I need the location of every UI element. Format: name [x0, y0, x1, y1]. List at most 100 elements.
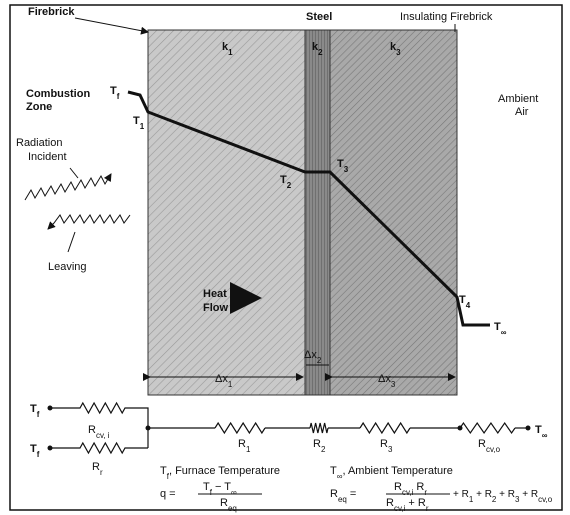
text-part: T — [459, 294, 466, 306]
subscript: eq — [338, 495, 347, 504]
subscript: f — [37, 450, 40, 459]
label: Δx2 — [304, 349, 322, 365]
equation: Rcv,i + Rr — [386, 497, 429, 513]
wire — [214, 421, 266, 435]
text-part: + R — [453, 489, 469, 500]
label: Δx1 — [215, 373, 233, 389]
temperature-profile — [127, 90, 490, 327]
steel-layer — [304, 29, 331, 396]
node — [47, 405, 53, 411]
subscript: 4 — [466, 301, 471, 310]
text-part: R — [380, 438, 388, 450]
text-part: T — [110, 85, 117, 97]
label: k1 — [222, 41, 233, 57]
subscript: cv,o — [486, 445, 501, 454]
label: Rr — [92, 461, 103, 477]
equation: Rcv,i Rr — [394, 481, 427, 497]
text-part: k — [222, 41, 229, 53]
text-part: Δx — [304, 349, 317, 361]
label: Insulating Firebrick — [400, 11, 493, 23]
text-part: R — [386, 497, 394, 509]
frame — [9, 4, 563, 511]
subscript: f — [37, 410, 40, 419]
subscript: r — [426, 504, 429, 513]
text-part: R — [330, 488, 338, 500]
wire — [50, 441, 148, 455]
text-part: R — [220, 497, 228, 509]
text-part: + R — [405, 497, 426, 509]
label: Firebrick — [28, 6, 75, 18]
label: k2 — [312, 41, 323, 57]
wire — [309, 422, 329, 434]
incident-wave — [24, 173, 112, 201]
subscript: 1 — [228, 380, 233, 389]
text-part: R — [238, 438, 246, 450]
equation: Req — [220, 497, 237, 513]
label: k3 — [390, 41, 401, 57]
label: Incident — [28, 151, 67, 163]
equation: + R1 + R2 + R3 + Rcv,o — [453, 489, 553, 504]
subscript: 2 — [321, 445, 326, 454]
subscript: f — [117, 92, 120, 101]
label: T2 — [280, 174, 292, 190]
subscript: 3 — [515, 495, 520, 504]
subscript: ∞ — [501, 328, 507, 337]
legend: Tf, Furnace Temperature — [160, 465, 280, 481]
text-part: k — [312, 41, 319, 53]
text-part: T — [133, 115, 140, 127]
text-part: + R — [496, 489, 515, 500]
text-part: R — [478, 438, 486, 450]
label: T4 — [459, 294, 471, 310]
text-part: T — [330, 465, 337, 477]
equation: q = — [160, 488, 176, 500]
label: Steel — [306, 11, 332, 23]
label: Rcv,o — [478, 438, 501, 454]
wire — [50, 401, 149, 448]
node — [525, 425, 531, 431]
label: Heat — [203, 288, 227, 300]
text-part: T — [337, 158, 344, 170]
subscript: 2 — [318, 48, 323, 57]
subscript: ∞ — [337, 472, 343, 481]
label: Flow — [203, 302, 228, 314]
firebrick-layer — [147, 29, 306, 396]
subscript: cv, i — [96, 431, 110, 440]
subscript: r — [424, 488, 427, 497]
subscript: 3 — [391, 380, 396, 389]
subscript: f — [210, 488, 213, 497]
label: Air — [515, 106, 529, 118]
subscript: 1 — [140, 122, 145, 131]
subscript: 1 — [469, 495, 474, 504]
label: T∞ — [535, 424, 548, 440]
label: R2 — [313, 438, 326, 454]
subscript: r — [100, 468, 103, 477]
text-part: R — [394, 481, 402, 493]
text-part: Δx — [378, 373, 391, 385]
text-part: , Furnace Temperature — [169, 465, 280, 477]
label: R3 — [380, 438, 393, 454]
text-part: T — [280, 174, 287, 186]
pointer — [69, 167, 79, 179]
subscript: ∞ — [542, 431, 548, 440]
text-part: T — [30, 443, 37, 455]
label: Leaving — [48, 261, 87, 273]
text-part: T — [30, 403, 37, 415]
label: Zone — [26, 101, 52, 113]
wire — [359, 421, 411, 435]
label: T3 — [337, 158, 349, 174]
leaving-wave — [47, 214, 131, 230]
insulating-layer — [329, 29, 458, 396]
text-part: R — [313, 438, 321, 450]
subscript: 3 — [396, 48, 401, 57]
text-part: + R — [473, 489, 492, 500]
label: R1 — [238, 438, 251, 454]
subscript: ∞ — [231, 488, 237, 497]
subscript: cv,i — [394, 504, 406, 513]
label: Tf — [30, 403, 40, 419]
node — [47, 445, 53, 451]
text-part: Δx — [215, 373, 228, 385]
text-part: R — [92, 461, 100, 473]
subscript: 1 — [246, 445, 251, 454]
text-part: T — [160, 465, 167, 477]
